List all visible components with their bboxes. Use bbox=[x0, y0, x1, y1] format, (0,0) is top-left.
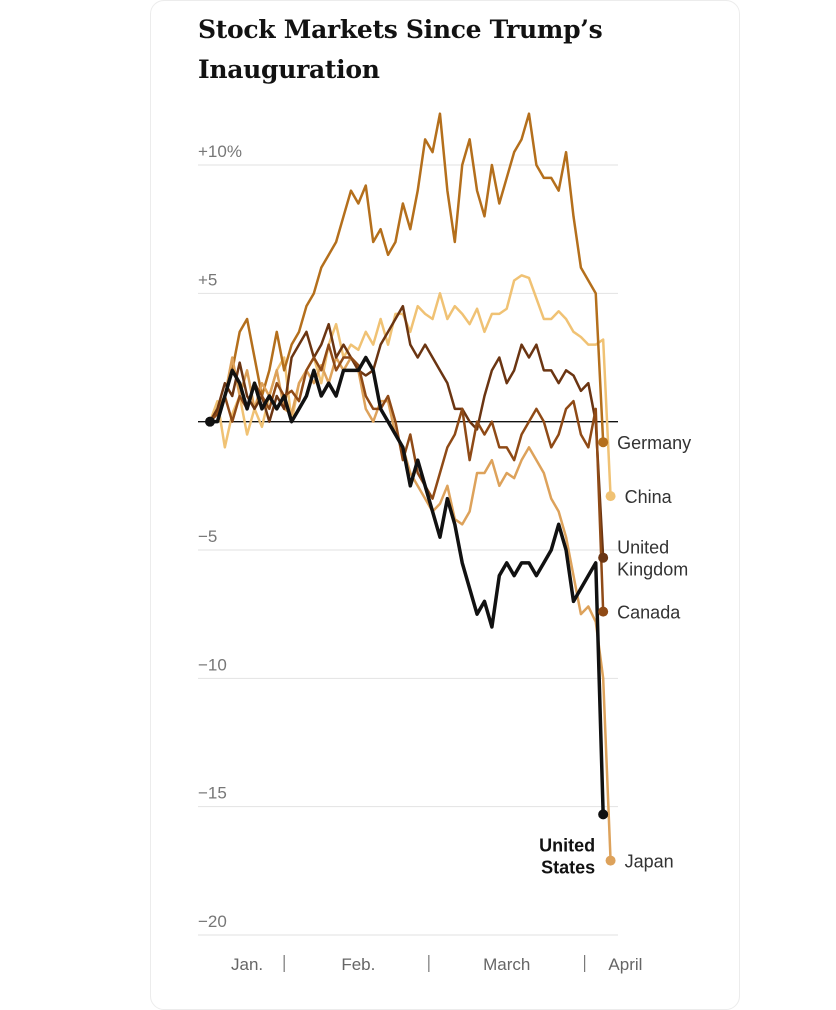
y-tick-label: −20 bbox=[198, 912, 227, 931]
series-label: United bbox=[539, 835, 595, 855]
series-label: Canada bbox=[617, 603, 681, 623]
series-label: States bbox=[541, 857, 595, 877]
end-marker-germany bbox=[598, 437, 609, 448]
x-axis-labels: Jan. Feb. March April bbox=[231, 955, 642, 974]
start-marker bbox=[205, 416, 215, 427]
x-tick-label: Feb. bbox=[341, 955, 375, 974]
series-label: Japan bbox=[625, 852, 674, 872]
chart-title: Stock Markets Since Trump’s Inauguration bbox=[198, 15, 603, 84]
series-line-china bbox=[208, 274, 612, 498]
x-tick-label: Jan. bbox=[231, 955, 263, 974]
series-label: United bbox=[617, 538, 669, 558]
series-end-labels: GermanyChinaUnitedKingdomCanadaJapanUnit… bbox=[539, 433, 691, 877]
series-line-united-states bbox=[208, 355, 605, 817]
series-line-united-kingdom bbox=[208, 304, 605, 559]
y-tick-label: −10 bbox=[198, 655, 227, 674]
end-marker-united-kingdom bbox=[598, 552, 609, 563]
series-line-germany bbox=[208, 112, 605, 444]
series-line-canada bbox=[208, 343, 605, 613]
y-tick-label: −5 bbox=[198, 527, 217, 546]
series-lines bbox=[205, 112, 612, 862]
y-tick-label: +5 bbox=[198, 270, 217, 289]
series-label: Germany bbox=[617, 433, 691, 453]
end-marker-china bbox=[605, 491, 616, 502]
series-label: Kingdom bbox=[617, 560, 688, 580]
x-tick-label: March bbox=[483, 955, 530, 974]
x-tick-label: April bbox=[608, 955, 642, 974]
series-line-japan bbox=[208, 356, 612, 862]
end-marker-japan bbox=[605, 855, 616, 866]
gridlines bbox=[198, 164, 618, 936]
y-tick-label: +10% bbox=[198, 142, 242, 161]
series-label: China bbox=[625, 487, 673, 507]
end-marker-canada bbox=[598, 606, 609, 617]
y-axis-labels: +10% +5 −5 −10 −15 −20 bbox=[198, 142, 242, 931]
end-marker-united-states bbox=[598, 809, 609, 820]
y-tick-label: −15 bbox=[198, 784, 227, 803]
